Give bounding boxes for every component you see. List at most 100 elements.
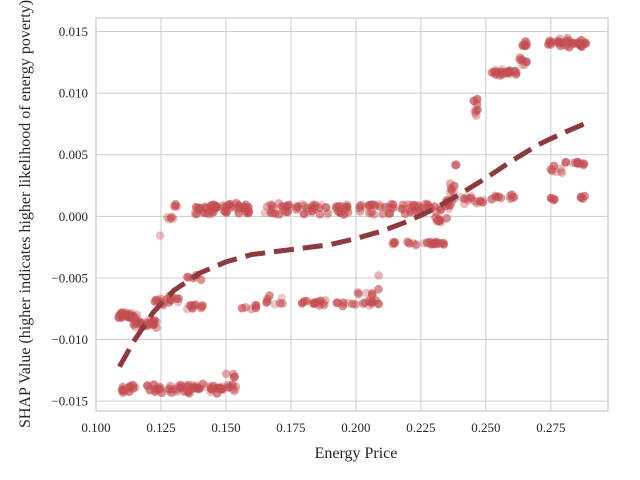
data-point (344, 298, 353, 308)
data-point (406, 206, 415, 216)
data-point (118, 311, 128, 321)
data-point (403, 237, 412, 247)
data-point (339, 298, 348, 308)
trend-line (117, 120, 589, 368)
data-point (324, 208, 333, 218)
data-point (576, 41, 585, 51)
y-tick-label: −0.015 (51, 394, 88, 409)
data-point (309, 297, 318, 307)
data-point (478, 198, 487, 207)
data-point (362, 288, 371, 298)
data-point (505, 191, 514, 201)
y-tick-label: 0.000 (59, 209, 88, 224)
data-point (167, 388, 176, 398)
data-point (199, 208, 208, 217)
data-point (431, 213, 440, 222)
x-tick-label: 0.200 (341, 420, 370, 435)
data-point (192, 381, 201, 391)
data-point (506, 194, 515, 204)
data-point (411, 240, 421, 250)
data-point (307, 206, 317, 216)
data-point (220, 206, 229, 216)
data-point (166, 213, 176, 222)
data-point (172, 387, 181, 396)
data-point (375, 200, 384, 209)
data-point (512, 68, 521, 78)
data-point (303, 207, 313, 216)
data-point (118, 383, 128, 392)
data-point (561, 158, 570, 167)
data-point (374, 299, 383, 309)
data-point (129, 320, 138, 329)
data-point (234, 208, 243, 218)
data-point (147, 317, 156, 327)
data-point (333, 207, 343, 216)
data-point (369, 210, 379, 219)
data-point (122, 384, 132, 393)
data-point (207, 385, 216, 394)
data-point (232, 198, 241, 208)
data-point (561, 157, 571, 167)
data-point (460, 194, 469, 203)
data-point (266, 200, 275, 210)
data-point (173, 202, 182, 211)
data-point (299, 209, 309, 219)
data-point (515, 53, 525, 62)
x-axis-label: Energy Price (315, 445, 398, 462)
data-point (580, 191, 589, 201)
data-point (404, 239, 414, 248)
data-point (297, 200, 307, 209)
data-point (307, 207, 317, 216)
data-point (556, 41, 565, 51)
y-tick-label: 0.005 (59, 147, 88, 162)
data-point (388, 200, 398, 209)
data-point (260, 208, 270, 217)
y-tick-label: −0.005 (51, 270, 88, 285)
data-point (347, 299, 357, 309)
data-point (320, 300, 329, 310)
data-point (131, 383, 140, 392)
data-point (548, 194, 557, 203)
data-point (562, 36, 572, 46)
data-point (436, 206, 445, 215)
data-point (244, 208, 254, 217)
data-point (202, 208, 212, 218)
data-point (251, 301, 260, 310)
data-point (444, 204, 454, 213)
data-point (283, 207, 293, 217)
y-axis-label: SHAP Value (higher indicates higher like… (17, 0, 34, 428)
data-point (263, 297, 272, 306)
data-point (471, 108, 480, 118)
data-point (579, 159, 589, 169)
data-point (374, 284, 383, 294)
data-point (555, 37, 565, 47)
data-point (169, 202, 179, 211)
data-point (577, 41, 586, 50)
data-point (275, 298, 285, 308)
data-point (378, 209, 388, 219)
data-point (192, 203, 201, 212)
data-point (442, 213, 452, 223)
data-point (292, 205, 301, 214)
data-point (355, 207, 365, 216)
data-point (364, 296, 374, 306)
data-point (439, 238, 448, 248)
data-point (270, 209, 280, 218)
data-point (270, 300, 280, 309)
data-point (174, 294, 184, 303)
data-point (556, 164, 565, 173)
data-point (143, 381, 152, 390)
data-point (581, 38, 590, 48)
data-point (491, 193, 501, 202)
data-point (321, 203, 331, 212)
data-point (556, 167, 566, 176)
data-point (176, 380, 185, 390)
data-point (322, 210, 332, 219)
data-point (192, 209, 201, 219)
data-point (154, 382, 164, 392)
data-point (166, 296, 176, 305)
x-tick-label: 0.100 (81, 420, 110, 435)
data-point (183, 304, 192, 314)
data-point (237, 303, 247, 313)
data-point (374, 271, 384, 280)
